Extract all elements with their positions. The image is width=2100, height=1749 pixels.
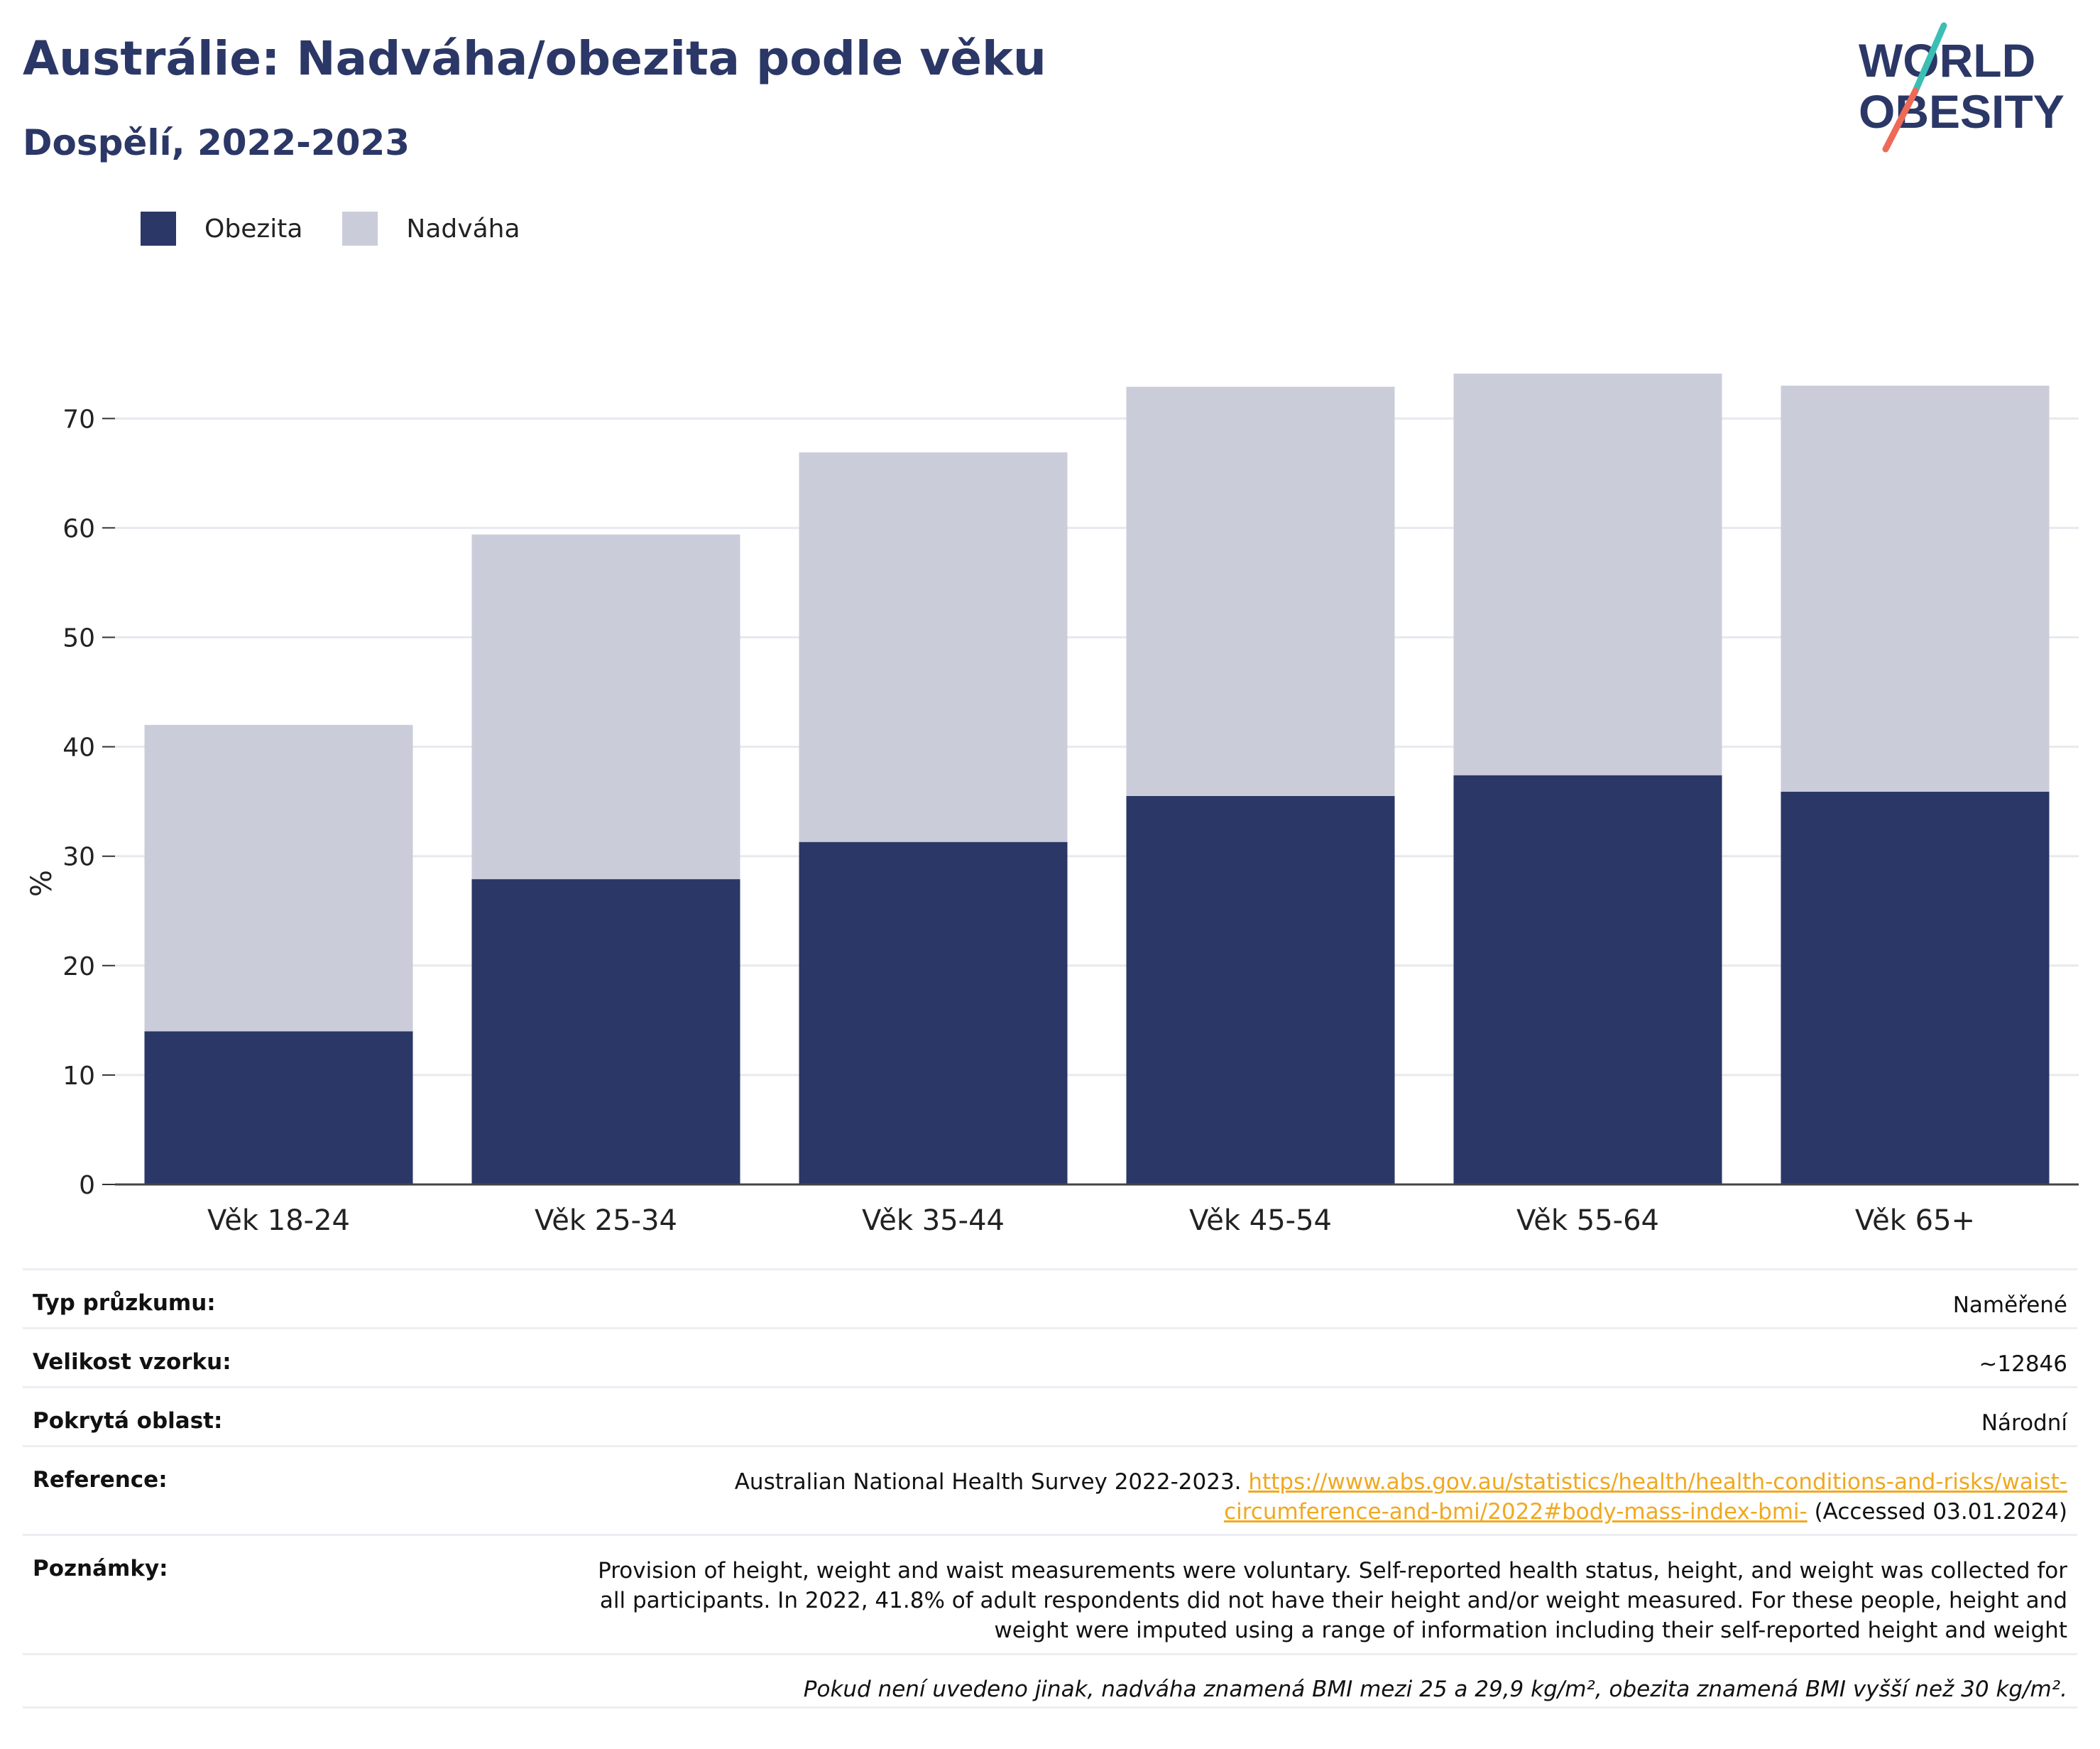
- reference-text: Australian National Health Survey 2022-2…: [734, 1469, 1249, 1495]
- bar-overweight: [1453, 374, 1722, 775]
- bar-obesity: [144, 1031, 413, 1184]
- notes-label: Poznámky:: [33, 1556, 168, 1581]
- bar-overweight: [144, 724, 413, 1032]
- world-obesity-logo: WORLD OBESITY: [1859, 22, 2065, 153]
- page-subtitle: Dospělí, 2022-2023: [23, 122, 410, 163]
- chart-legend: Obezita Nadváha: [141, 212, 560, 246]
- bar-obesity: [1453, 775, 1722, 1184]
- notes-line2: all participants. In 2022, 41.8% of adul…: [599, 1588, 2067, 1613]
- coverage-label: Pokrytá oblast:: [33, 1408, 223, 1434]
- reference-value: Australian National Health Survey 2022-2…: [735, 1467, 2067, 1534]
- logo-line1: WORLD: [1859, 34, 2035, 87]
- x-tick-label: Věk 25-34: [535, 1204, 677, 1236]
- info-row-reference: Reference: Australian National Health Su…: [23, 1445, 2077, 1534]
- info-row-coverage: Pokrytá oblast: Národní: [23, 1386, 2077, 1445]
- reference-link-line1[interactable]: https://www.abs.gov.au/statistics/health…: [1248, 1469, 2067, 1495]
- coverage-value: Národní: [1981, 1410, 2067, 1436]
- legend-item-overweight: Nadváha: [342, 212, 520, 246]
- page-title: Austrálie: Nadváha/obezita podle věku: [23, 31, 1046, 86]
- bmi-footnote: Pokud není uvedeno jinak, nadváha znamen…: [23, 1653, 2077, 1709]
- reference-label: Reference:: [33, 1467, 168, 1493]
- info-row-survey-type: Typ průzkumu: Naměřené: [23, 1268, 2077, 1327]
- x-tick-label: Věk 55-64: [1516, 1204, 1659, 1236]
- y-tick-label: 50: [62, 624, 95, 653]
- bar-overweight: [1781, 386, 2050, 792]
- info-row-sample-size: Velikost vzorku: ~12846: [23, 1327, 2077, 1386]
- y-tick-label: 20: [62, 952, 95, 981]
- legend-swatch-obesity: [141, 212, 176, 246]
- notes-line3: weight were imputed using a range of inf…: [994, 1618, 2067, 1643]
- y-tick-label: 40: [62, 734, 95, 763]
- sample-size-value: ~12846: [1979, 1351, 2067, 1377]
- x-tick-label: Věk 18-24: [207, 1204, 350, 1236]
- bar-overweight: [799, 452, 1068, 842]
- sample-size-label: Velikost vzorku:: [33, 1349, 231, 1375]
- survey-type-value: Naměřené: [1952, 1292, 2067, 1318]
- y-tick-label: 10: [62, 1062, 95, 1091]
- bar-obesity: [1781, 791, 2050, 1184]
- bar-obesity: [471, 879, 740, 1184]
- x-tick-label: Věk 45-54: [1189, 1204, 1332, 1236]
- notes-value: Provision of height, weight and waist me…: [598, 1556, 2067, 1653]
- bar-overweight: [1126, 386, 1395, 796]
- legend-item-obesity: Obezita: [141, 212, 302, 246]
- y-tick-label: 60: [62, 514, 95, 543]
- y-tick-label: 30: [62, 843, 95, 872]
- legend-swatch-overweight: [342, 212, 378, 246]
- y-axis-label: %: [26, 870, 58, 897]
- bar-obesity: [1126, 795, 1395, 1184]
- bar-overweight: [471, 534, 740, 880]
- info-row-notes: Poznámky: Provision of height, weight an…: [23, 1534, 2077, 1653]
- logo-line2: OBESITY: [1859, 85, 2065, 138]
- bar-obesity: [799, 841, 1068, 1184]
- x-tick-label: Věk 65+: [1855, 1204, 1975, 1236]
- x-tick-label: Věk 35-44: [862, 1204, 1005, 1236]
- notes-line1: Provision of height, weight and waist me…: [598, 1558, 2067, 1584]
- stacked-bar-chart: 0 10 20 30 40 50 60 70% Věk 18-24 Věk 25-34 Věk 35…: [26, 374, 2079, 1236]
- legend-label-overweight: Nadváha: [406, 214, 520, 244]
- legend-label-obesity: Obezita: [204, 214, 303, 244]
- y-tick-label: 0: [79, 1171, 95, 1200]
- reference-accessed: (Accessed 03.01.2024): [1807, 1499, 2067, 1525]
- y-tick-label: 70: [62, 405, 95, 434]
- survey-type-label: Typ průzkumu:: [33, 1290, 216, 1316]
- reference-link-line2[interactable]: circumference-and-bmi/2022#body-mass-ind…: [1224, 1499, 1808, 1525]
- info-table: Typ průzkumu: Naměřené Velikost vzorku: …: [23, 1268, 2077, 1709]
